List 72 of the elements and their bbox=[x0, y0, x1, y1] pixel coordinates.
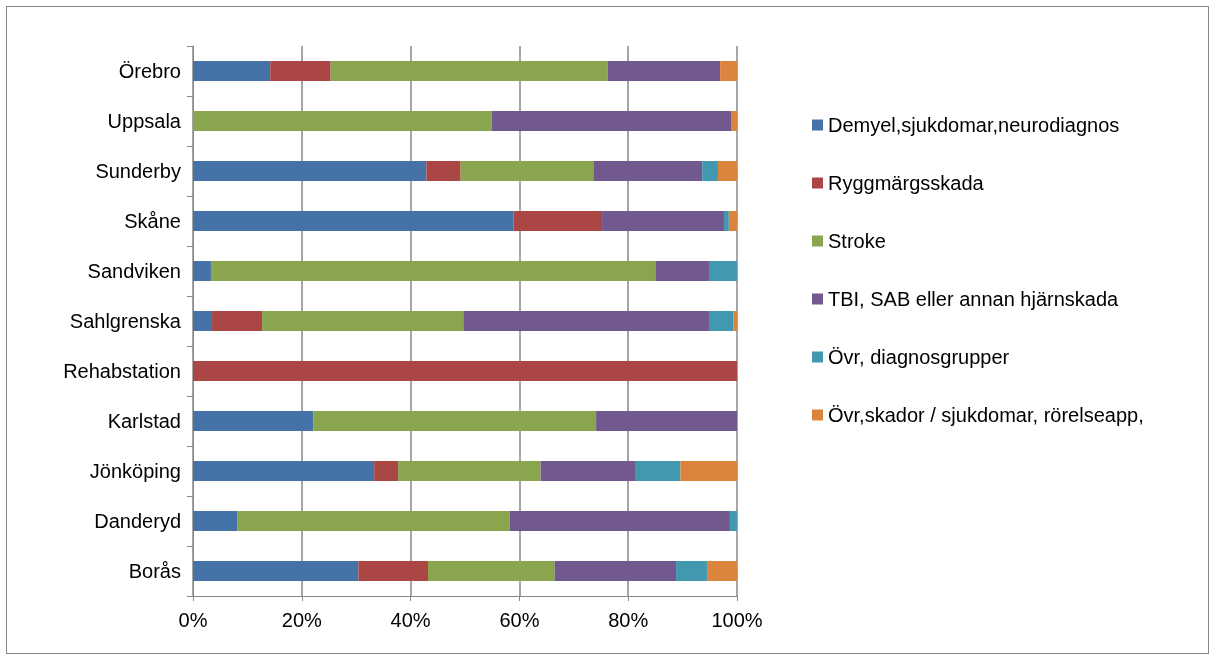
x-tick-label: 80% bbox=[608, 609, 649, 631]
y-tick-label: Rehabstation bbox=[63, 360, 181, 382]
legend-label: TBI, SAB eller annan hjärnskada bbox=[828, 288, 1120, 310]
y-tick-label: Sahlgrenska bbox=[69, 310, 182, 332]
bar bbox=[463, 311, 710, 331]
bar bbox=[680, 461, 737, 481]
bar bbox=[593, 161, 703, 181]
bar bbox=[602, 211, 724, 231]
bar bbox=[731, 111, 737, 131]
legend-label: Stroke bbox=[828, 230, 886, 252]
bar bbox=[540, 461, 636, 481]
bar bbox=[193, 411, 314, 431]
bar bbox=[554, 561, 677, 581]
x-tick-label: 40% bbox=[390, 609, 431, 631]
bar bbox=[398, 461, 541, 481]
x-tick-label: 20% bbox=[281, 609, 323, 631]
legend-label: Ryggmärgsskada bbox=[828, 172, 985, 194]
bar bbox=[717, 161, 737, 181]
bar bbox=[193, 511, 238, 531]
bar bbox=[374, 461, 399, 481]
bar bbox=[460, 161, 594, 181]
bar bbox=[733, 311, 737, 331]
bar bbox=[193, 461, 375, 481]
bar bbox=[358, 561, 429, 581]
bar bbox=[193, 261, 211, 281]
y-tick-label: Sunderby bbox=[95, 160, 181, 182]
x-tick-label: 60% bbox=[499, 609, 540, 631]
bar bbox=[655, 261, 710, 281]
y-tick-label: Karlstad bbox=[107, 410, 181, 432]
bar bbox=[210, 261, 656, 281]
bar bbox=[709, 261, 737, 281]
bar bbox=[513, 211, 603, 231]
bar bbox=[212, 311, 263, 331]
bar bbox=[426, 161, 461, 181]
bar bbox=[193, 161, 427, 181]
bar bbox=[607, 61, 721, 81]
bar bbox=[193, 361, 737, 381]
legend-label: Övr, diagnosgrupper bbox=[828, 346, 1010, 368]
x-tick-label: 100% bbox=[711, 609, 763, 631]
y-tick-label: Jönköping bbox=[89, 460, 181, 482]
bar bbox=[262, 311, 464, 331]
bar bbox=[330, 61, 608, 81]
bar bbox=[509, 511, 730, 531]
bar bbox=[596, 411, 737, 431]
y-tick-label: Skåne bbox=[124, 210, 181, 232]
bar bbox=[676, 561, 708, 581]
bar bbox=[709, 311, 734, 331]
y-tick-label: Sandviken bbox=[87, 260, 181, 282]
bar bbox=[193, 211, 514, 231]
bar bbox=[193, 111, 492, 131]
bar bbox=[237, 511, 510, 531]
x-tick-label: 0% bbox=[178, 609, 208, 631]
bar bbox=[723, 211, 729, 231]
bar bbox=[193, 561, 359, 581]
legend-label: Övr,skador / sjukdomar, rörelseapp, bbox=[828, 404, 1144, 426]
bar bbox=[491, 111, 732, 131]
y-tick-label: Borås bbox=[128, 560, 181, 582]
bar bbox=[193, 61, 271, 81]
bar bbox=[707, 561, 737, 581]
legend-label: Demyel,sjukdomar,neurodiagnos bbox=[828, 114, 1120, 136]
bar bbox=[702, 161, 718, 181]
bar bbox=[428, 561, 555, 581]
bar bbox=[313, 411, 597, 431]
bar bbox=[720, 61, 737, 81]
bar bbox=[728, 211, 737, 231]
bar bbox=[729, 511, 737, 531]
bar bbox=[635, 461, 681, 481]
y-tick-label: Danderyd bbox=[94, 510, 181, 532]
bar bbox=[193, 311, 213, 331]
bar bbox=[270, 61, 331, 81]
y-tick-label: Örebro bbox=[118, 60, 181, 82]
y-tick-label: Uppsala bbox=[107, 110, 182, 132]
